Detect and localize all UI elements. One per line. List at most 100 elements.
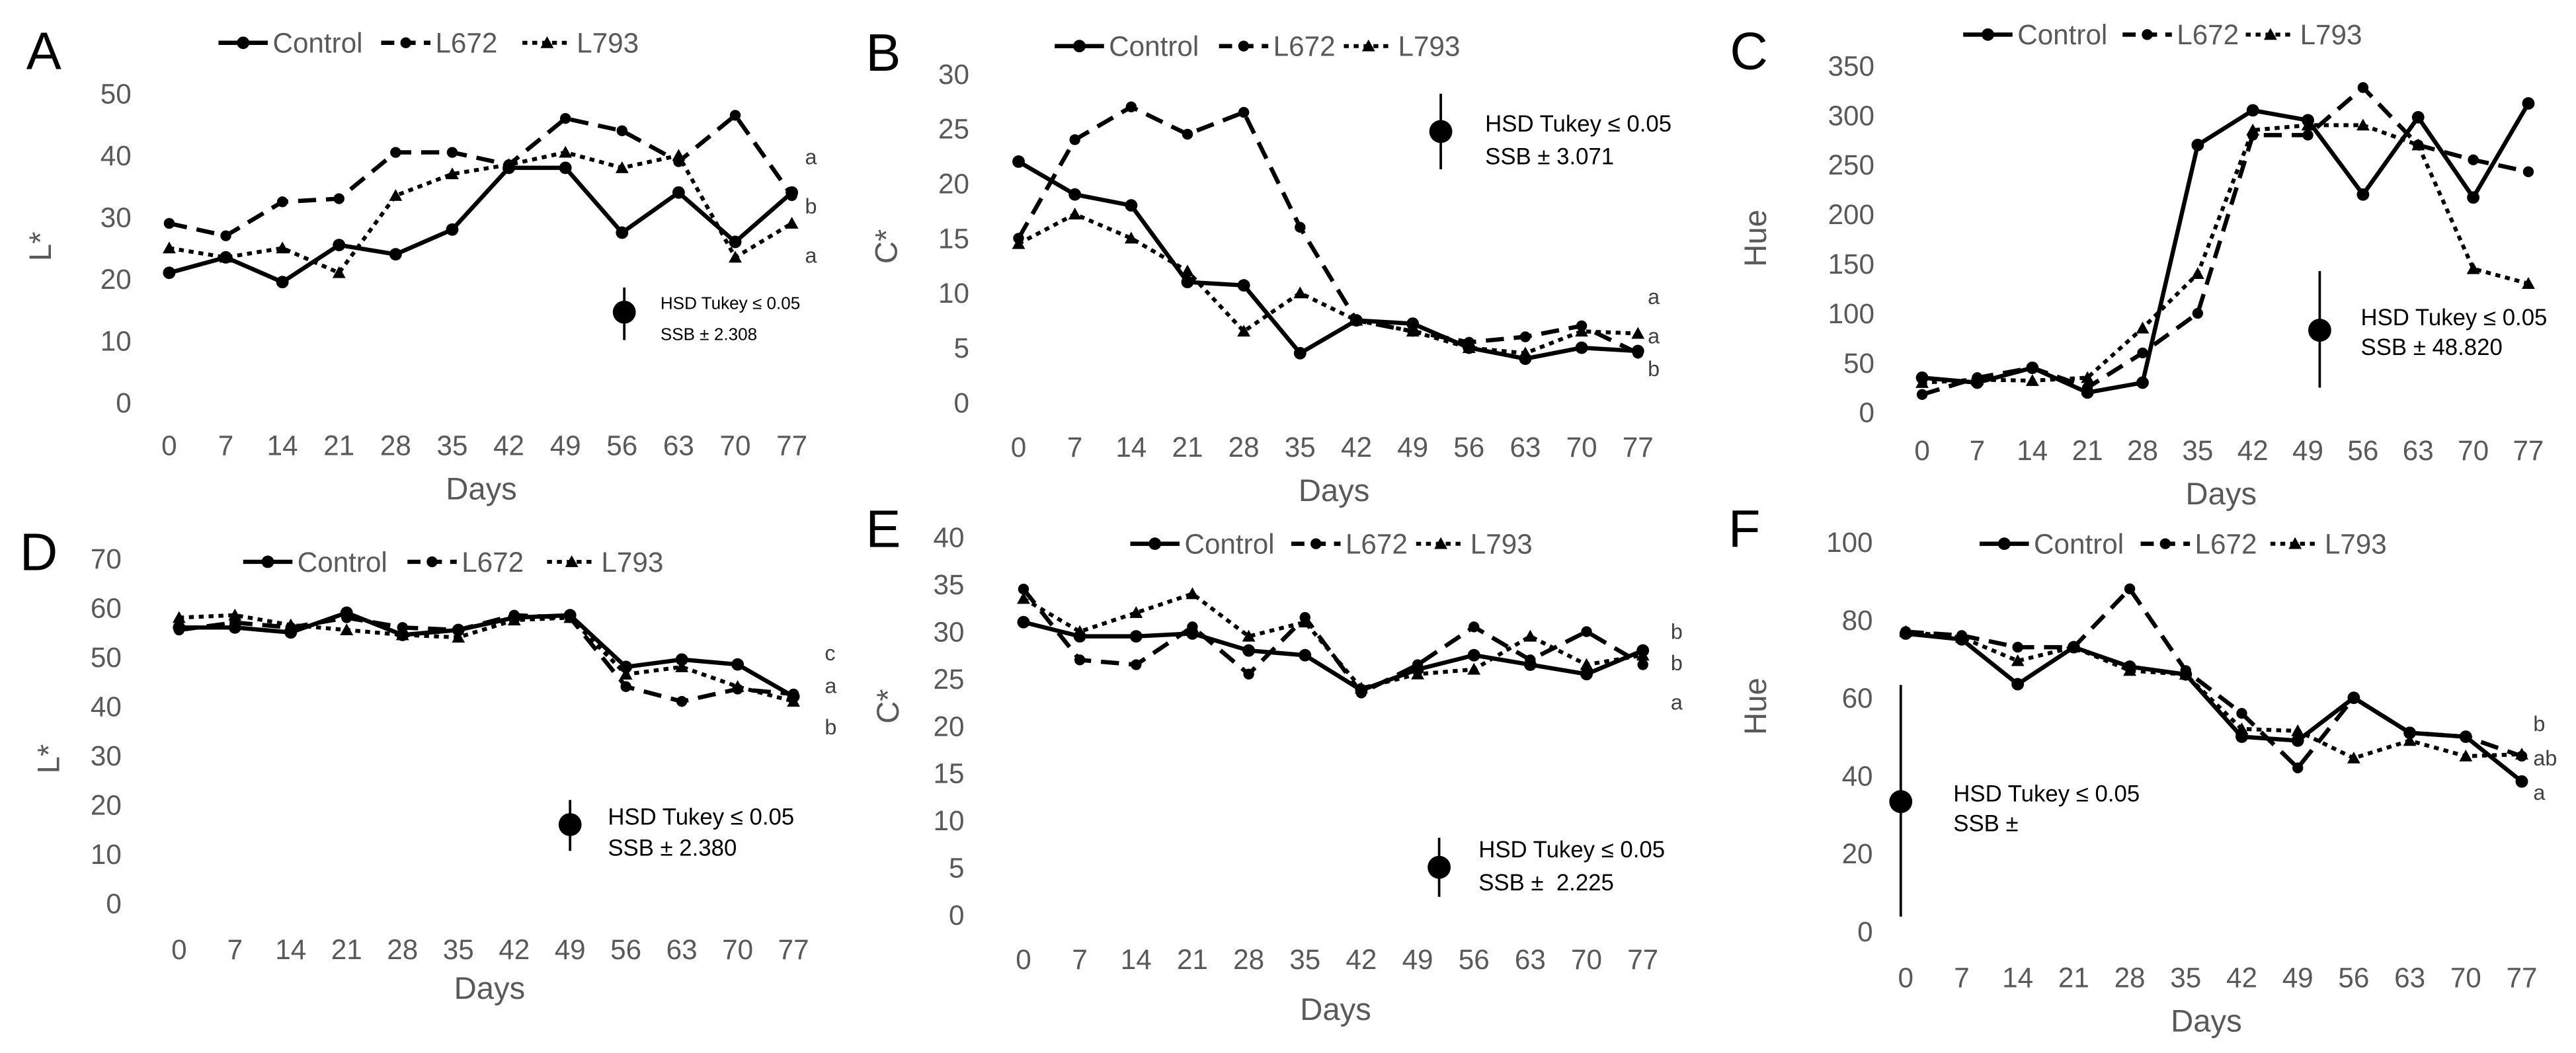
x-axis-title: Days	[2186, 477, 2257, 512]
x-tick-label: 49	[2292, 435, 2323, 466]
x-tick-label: 63	[1509, 432, 1541, 463]
significance-letter: b	[1648, 357, 1660, 381]
series-l672-point	[616, 125, 627, 137]
series-l793-point	[619, 668, 633, 680]
y-axis-title: C*	[869, 229, 905, 264]
hsd-point	[1428, 855, 1451, 879]
series-l793	[1017, 587, 1650, 694]
hsd-annotation: HSD Tukey ≤ 0.05 SSB ± 2.225	[1428, 838, 1665, 897]
legend-marker	[426, 556, 438, 568]
series-l672-point	[2192, 307, 2204, 319]
series-l793-point	[2515, 748, 2528, 760]
x-tick-label: 7	[1067, 432, 1082, 463]
y-tick-label: 250	[1828, 149, 1874, 180]
x-axis-title: Days	[2171, 1004, 2242, 1039]
hsd-text-line: SSB ± 3.071	[1485, 145, 1614, 170]
y-tick-label: 100	[1826, 527, 1872, 558]
x-tick-label: 63	[1515, 944, 1546, 975]
series-l793-point	[340, 623, 354, 635]
hsd-annotation: HSD Tukey ≤ 0.05 SSB ± 48.820	[2308, 271, 2547, 388]
y-axis: 0 50 100 150 200 250 300 350	[1828, 50, 1874, 428]
legend-entry-control: Control	[218, 28, 363, 59]
legend-label: L793	[577, 28, 639, 59]
series-l793-point	[1354, 682, 1368, 694]
x-axis: 0 7 14 21 28 35 42 49 56 63 70 77	[1898, 962, 2538, 993]
legend-marker	[1997, 537, 2011, 551]
series-l793-point	[2246, 123, 2260, 136]
significance-letters: cab	[825, 641, 836, 739]
significance-letter: b	[2533, 712, 2545, 736]
series-l793-point	[1068, 208, 1082, 219]
series-l672-line	[1022, 588, 1644, 695]
y-tick-label: 0	[1857, 916, 1872, 947]
legend-entry-l793: L793	[2270, 528, 2387, 559]
y-tick-label: 20	[934, 711, 965, 742]
series-control-point	[1406, 317, 1420, 331]
y-tick-label: 100	[1828, 298, 1874, 329]
x-tick-label: 0	[1898, 962, 1913, 993]
y-axis-title: Hue	[1738, 210, 1773, 267]
hsd-text-line: SSB ± 48.820	[2361, 335, 2503, 360]
series-l793-point	[563, 611, 577, 623]
x-tick-label: 0	[1016, 944, 1031, 975]
legend-label: Control	[2017, 19, 2107, 50]
series-l793-point	[452, 631, 465, 643]
y-tick-label: 30	[101, 202, 132, 233]
series-control-point	[2291, 734, 2304, 747]
series-l793-point	[2235, 722, 2249, 734]
series-l672-point	[787, 688, 799, 700]
series-l793-point	[1298, 615, 1312, 628]
panel-e: E 0 5 10 15 20 25 30 35 40 0 7 14 21 28 35 42 49 56 63 70 77 D…	[865, 500, 1683, 1028]
y-axis-title: L*	[31, 744, 66, 774]
series-l793-point	[2347, 751, 2360, 763]
legend-label: Control	[1184, 528, 1274, 559]
x-tick-label: 49	[555, 934, 586, 965]
x-tick-label: 28	[380, 430, 411, 461]
x-tick-label: 0	[1011, 432, 1026, 463]
series-control-line	[1905, 631, 2524, 783]
y-tick-label: 60	[91, 592, 122, 623]
significance-letter: a	[1648, 285, 1660, 309]
x-tick-label: 42	[1346, 944, 1377, 975]
series-control-point	[1299, 648, 1312, 662]
y-tick-label: 20	[101, 264, 132, 295]
series-l793-line	[1905, 629, 2522, 760]
x-tick-label: 21	[2058, 962, 2089, 993]
series-control-point	[2191, 138, 2204, 151]
x-tick-label: 42	[499, 934, 530, 965]
series-l793-point	[1580, 658, 1593, 670]
legend-entry-control: Control	[243, 547, 387, 578]
hsd-point	[612, 300, 636, 324]
y-tick-label: 60	[1842, 683, 1873, 714]
series-l672-point	[2292, 762, 2304, 773]
series-control	[1915, 97, 2535, 399]
y-tick-label: 70	[91, 543, 122, 574]
x-tick-label: 21	[331, 934, 362, 965]
legend-marker	[1310, 538, 1322, 549]
legend-label: L672	[462, 547, 524, 578]
x-tick-label: 77	[776, 430, 807, 461]
y-tick-label: 30	[91, 740, 122, 771]
panel-label: F	[1728, 500, 1761, 559]
panel-label: A	[26, 22, 61, 81]
hsd-text-line: SSB ± 2.308	[661, 324, 757, 344]
series-l672-point	[1125, 101, 1137, 112]
x-tick-label: 56	[1453, 432, 1484, 463]
series-control-point	[620, 660, 633, 674]
x-tick-label: 14	[267, 430, 298, 461]
series-l672-point	[1916, 389, 1928, 401]
y-tick-label: 40	[934, 522, 965, 553]
series-control-point	[1012, 155, 1025, 168]
legend: Control L672 L793	[218, 28, 639, 59]
series-l672-point	[2124, 583, 2136, 594]
legend-entry-l672: L672	[2122, 19, 2239, 50]
series-l672-point	[1412, 659, 1424, 670]
x-tick-label: 21	[323, 430, 354, 461]
series-l793-point	[1181, 264, 1194, 277]
series-l793-point	[172, 611, 186, 623]
x-tick-label: 14	[275, 934, 306, 965]
series-l793-point	[2356, 118, 2370, 131]
series-control-point	[276, 276, 289, 289]
x-tick-label: 56	[1459, 944, 1490, 975]
series-l793-point	[1124, 231, 1138, 244]
